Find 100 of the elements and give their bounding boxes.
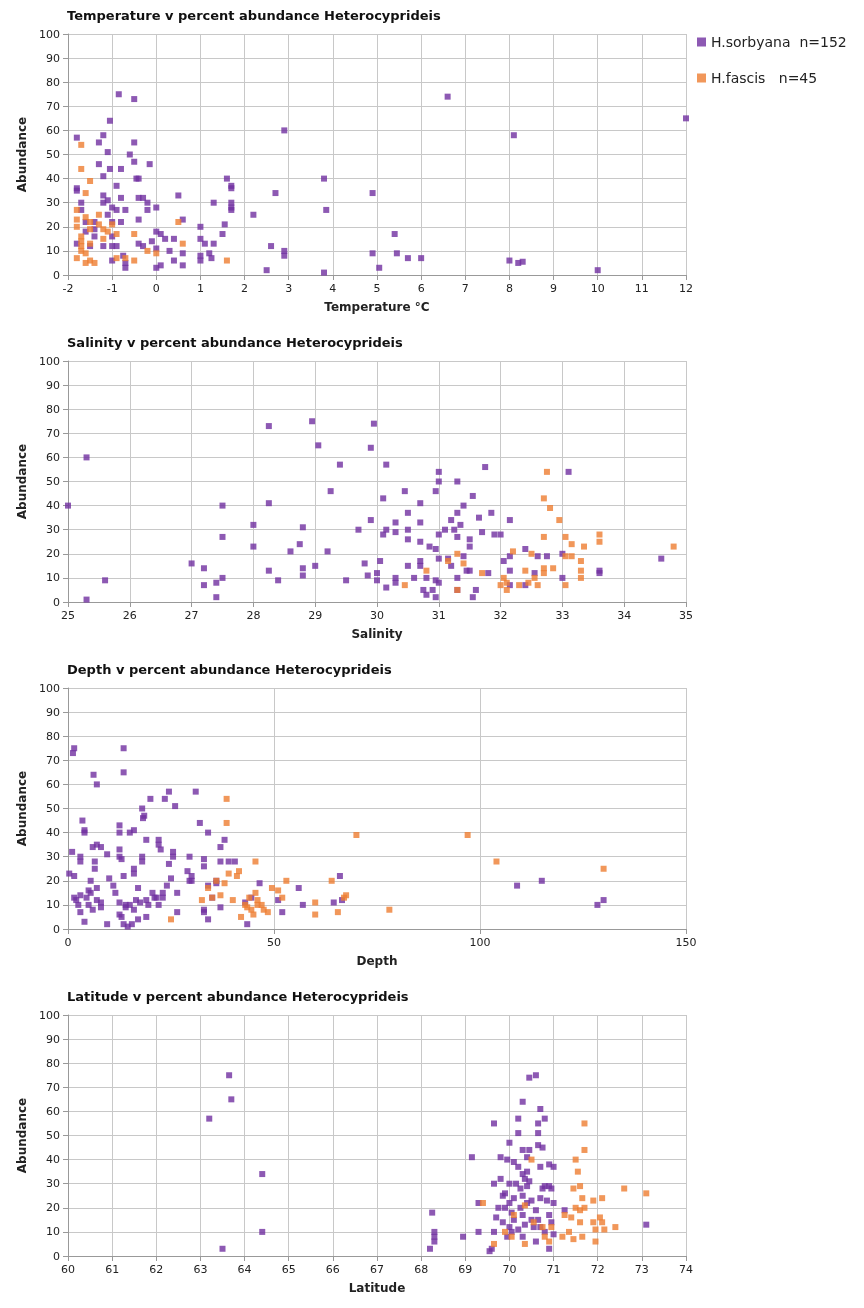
point [581, 543, 588, 550]
point [168, 916, 174, 923]
point [562, 533, 569, 540]
x-tick-label: 150 [675, 936, 697, 949]
y-axis-title: Abundance [15, 770, 29, 847]
x-tick-label: 71 [546, 1263, 561, 1276]
y-axis-title: Abundance [15, 1097, 29, 1174]
point [460, 560, 467, 567]
point [198, 897, 205, 904]
point [223, 795, 230, 802]
point [528, 1156, 535, 1163]
x-axis-title: Latitude [348, 1281, 406, 1295]
point [500, 574, 507, 581]
y-tick-label: 10 [46, 898, 60, 912]
point [540, 533, 547, 540]
point [113, 255, 120, 262]
x-tick-label: 65 [281, 1263, 296, 1276]
y-tick-label: 60 [46, 123, 60, 137]
point [670, 543, 677, 550]
point [550, 565, 557, 572]
point [82, 190, 89, 197]
point [577, 1183, 584, 1190]
x-tick-label: 33 [555, 609, 570, 622]
point [229, 897, 236, 904]
x-tick-label: 64 [237, 1263, 252, 1276]
x-tick-label: 61 [105, 1263, 120, 1276]
point [590, 1219, 597, 1226]
point [225, 870, 232, 877]
y-tick-label: 20 [46, 220, 60, 234]
point [546, 1238, 553, 1245]
point [283, 877, 290, 884]
point [568, 1214, 575, 1221]
point [87, 218, 94, 225]
point [328, 877, 335, 884]
point [572, 1156, 579, 1163]
x-tick-label: 50 [267, 936, 281, 949]
point [599, 1219, 606, 1226]
point [531, 574, 538, 581]
point [217, 892, 224, 899]
point [570, 1236, 577, 1243]
point [401, 582, 408, 589]
y-tick-label: 90 [46, 51, 60, 65]
point [131, 231, 138, 238]
point [73, 216, 80, 223]
point [131, 257, 138, 264]
point [559, 1233, 566, 1240]
point [235, 868, 242, 875]
point [568, 541, 575, 548]
point [600, 865, 607, 872]
y-tick-label: 40 [46, 1153, 60, 1167]
point [592, 1226, 599, 1233]
point [113, 231, 120, 238]
y-tick-label: 10 [46, 571, 60, 585]
y-tick-label: 10 [46, 1225, 60, 1239]
point [78, 165, 85, 172]
y-tick-label: 80 [46, 402, 60, 416]
point [596, 538, 603, 545]
x-tick-label: 25 [61, 609, 75, 622]
y-axis-title: Abundance [15, 443, 29, 520]
x-tick-label: 12 [679, 282, 693, 295]
point [599, 1195, 606, 1202]
point [577, 567, 584, 574]
point [574, 1168, 581, 1175]
x-axis-title: Salinity [351, 627, 403, 641]
x-tick-label: 29 [308, 609, 323, 622]
x-tick-label: 28 [246, 609, 261, 622]
point [528, 550, 535, 557]
y-tick-label: 40 [46, 826, 60, 840]
y-tick-label: 0 [53, 268, 60, 282]
y-tick-label: 30 [46, 1177, 60, 1191]
point [522, 567, 529, 574]
y-tick-label: 50 [46, 475, 60, 488]
point [175, 218, 182, 225]
x-tick-label: 6 [417, 282, 425, 295]
x-tick-label: 73 [634, 1263, 649, 1276]
point [334, 909, 341, 916]
x-tick-label: 69 [458, 1263, 473, 1276]
x-tick-label: 3 [285, 282, 293, 295]
chart-title: Temperature v percent abundance Heterocyprideis [67, 8, 442, 23]
y-tick-label: 40 [46, 499, 60, 513]
y-tick-label: 60 [46, 450, 60, 464]
point [534, 582, 541, 589]
point [73, 206, 80, 213]
point [543, 468, 550, 475]
y-tick-label: 80 [46, 1056, 60, 1070]
x-tick-label: 0 [64, 936, 72, 949]
chart-title: Latitude v percent abundance Heterocyprideis [67, 989, 409, 1004]
point [179, 240, 186, 247]
y-tick-label: 90 [46, 1032, 60, 1046]
point [312, 911, 319, 918]
chart-title: Depth v percent abundance Heterocyprideis [67, 662, 392, 677]
point [221, 880, 228, 887]
y-tick-label: 30 [46, 523, 60, 537]
point [579, 1195, 586, 1202]
point [562, 582, 569, 589]
point [153, 250, 160, 257]
y-tick-label: 60 [46, 1104, 60, 1118]
x-tick-label: 4 [329, 282, 337, 295]
y-tick-label: 50 [46, 1129, 60, 1142]
point [353, 832, 360, 839]
